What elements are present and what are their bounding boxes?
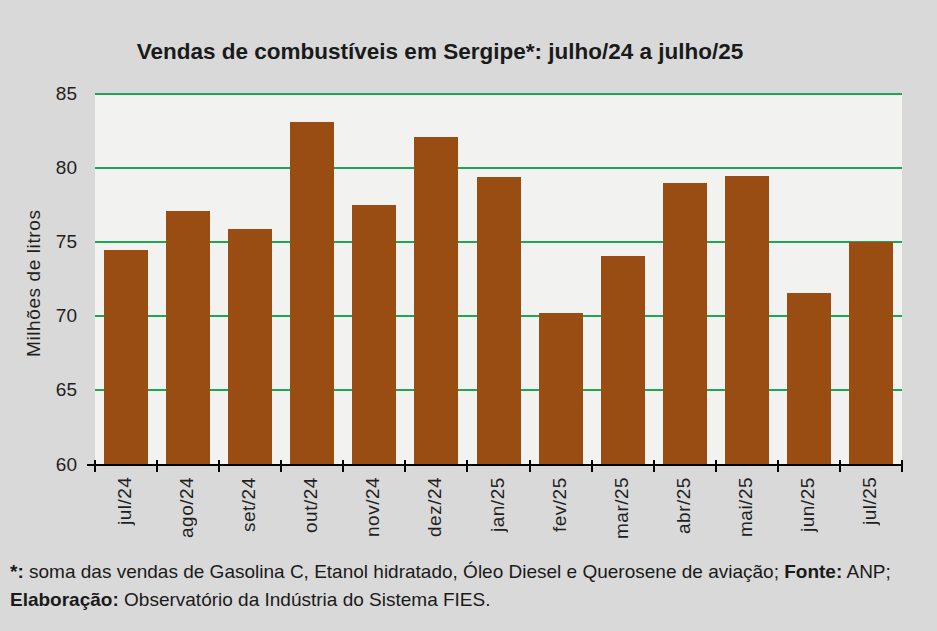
x-tick-label: mai/25 [735, 477, 759, 563]
x-tick-label: mar/25 [611, 477, 635, 563]
x-tick-label: abr/25 [673, 477, 697, 563]
y-axis-title: Milhões de litros [22, 98, 46, 469]
x-axis-tick [839, 460, 841, 473]
bar-abr/25 [663, 183, 707, 464]
gridline-80 [95, 167, 902, 169]
x-tick-label: fev/25 [549, 477, 573, 563]
gridline-85 [95, 93, 902, 95]
x-axis-tick [156, 460, 158, 473]
x-tick-label: set/24 [238, 477, 262, 563]
x-axis-tick [342, 460, 344, 473]
bar-jun/25 [787, 293, 831, 465]
x-axis-tick [777, 460, 779, 473]
bar-mar/25 [601, 256, 645, 465]
x-axis-line [87, 464, 902, 466]
x-tick-label: jun/25 [797, 477, 821, 563]
x-tick-label: jul/25 [859, 477, 883, 563]
bar-nov/24 [352, 205, 396, 464]
bar-out/24 [290, 122, 334, 464]
bar-set/24 [228, 229, 272, 464]
bar-ago/24 [166, 211, 210, 464]
bar-fev/25 [539, 313, 583, 464]
x-tick-label: ago/24 [176, 477, 200, 563]
y-tick-label: 65 [17, 379, 77, 401]
x-tick-label: dez/24 [424, 477, 448, 563]
x-axis-tick [94, 460, 96, 473]
bar-jan/25 [477, 177, 521, 464]
x-axis-tick [218, 460, 220, 473]
footnote: *: soma das vendas de Gasolina C, Etanol… [10, 558, 935, 614]
y-tick-label: 70 [17, 305, 77, 327]
x-axis-tick [591, 460, 593, 473]
bar-jul/25 [849, 242, 893, 464]
bar-dez/24 [414, 137, 458, 464]
x-axis-tick [901, 460, 903, 473]
chart-title: Vendas de combustíveis em Sergipe*: julh… [0, 39, 880, 65]
bar-mai/25 [725, 176, 769, 465]
x-axis-tick [653, 460, 655, 473]
y-tick-label: 75 [17, 231, 77, 253]
x-axis-tick [529, 460, 531, 473]
bar-chart: Vendas de combustíveis em Sergipe*: julh… [0, 0, 937, 631]
y-tick-label: 85 [17, 83, 77, 105]
y-tick-label: 80 [17, 157, 77, 179]
x-tick-label: jul/24 [114, 477, 138, 563]
footnote-line: Elaboração: Observatório da Indústria do… [10, 586, 935, 614]
bar-jul/24 [104, 250, 148, 465]
x-tick-label: nov/24 [362, 477, 386, 563]
x-tick-label: out/24 [300, 477, 324, 563]
x-axis-tick [466, 460, 468, 473]
y-tick-label: 60 [17, 454, 77, 476]
x-axis-tick [280, 460, 282, 473]
x-axis-tick [404, 460, 406, 473]
footnote-line: *: soma das vendas de Gasolina C, Etanol… [10, 558, 935, 586]
x-axis-tick [715, 460, 717, 473]
x-tick-label: jan/25 [487, 477, 511, 563]
